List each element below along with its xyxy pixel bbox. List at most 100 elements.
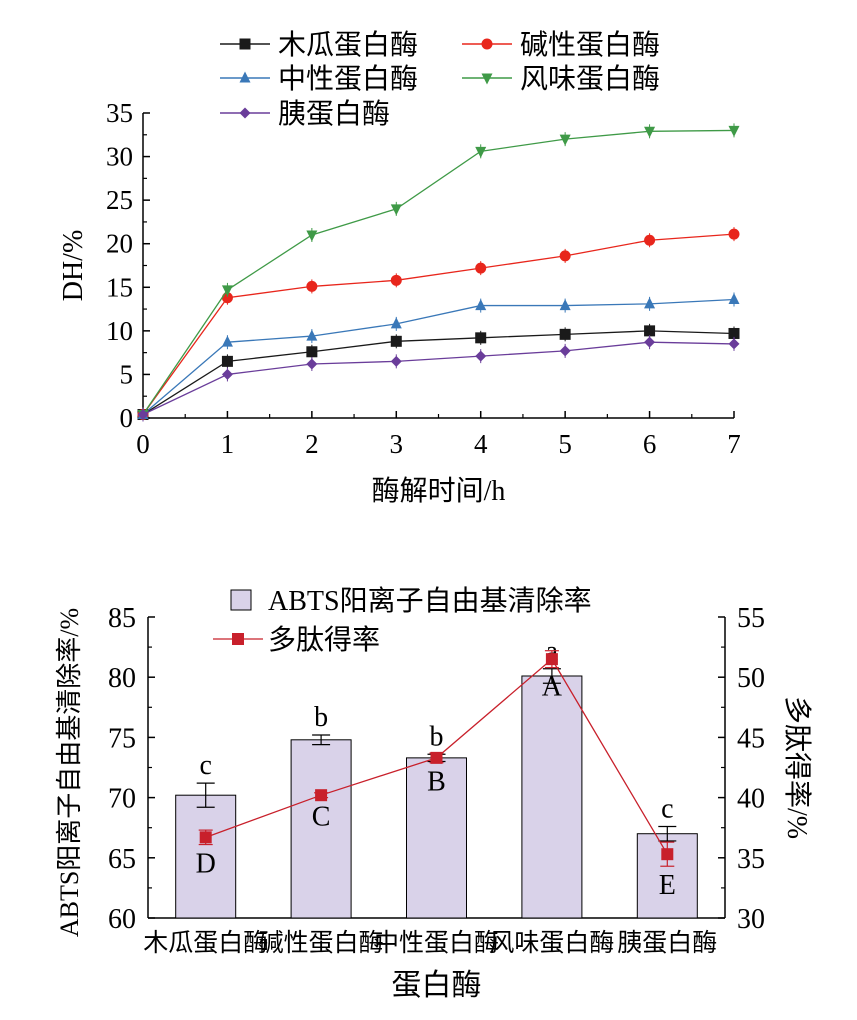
- x-tick-label: 风味蛋白酶: [489, 929, 614, 957]
- data-point: [644, 325, 656, 337]
- y2-tick-label: 45: [737, 723, 765, 754]
- data-point: [306, 329, 318, 341]
- yield-point: [430, 751, 443, 764]
- y-tick-label: 65: [108, 844, 136, 875]
- legend-item: 碱性蛋白酶: [462, 29, 660, 61]
- y-tick-label: 25: [106, 185, 133, 215]
- data-point: [306, 230, 318, 242]
- legend-item: 胰蛋白酶: [220, 98, 390, 130]
- y-tick-label: 5: [120, 359, 134, 389]
- series-line: [142, 129, 735, 415]
- legend-marker: [481, 38, 493, 50]
- yield-significance-label: C: [312, 802, 331, 833]
- legend-line-marker: [232, 633, 244, 645]
- series-line: [142, 341, 735, 416]
- x-tick-label: 碱性蛋白酶: [259, 929, 384, 957]
- x-tick-label: 0: [136, 429, 150, 459]
- legend-line-label: 多肽得率: [268, 624, 380, 656]
- x-axis-label: 蛋白酶: [392, 969, 482, 1002]
- y-tick-label: 85: [108, 603, 136, 634]
- x-tick-label: 胰蛋白酶: [617, 929, 717, 957]
- y-tick-label: 10: [106, 316, 133, 346]
- data-point: [644, 126, 656, 138]
- legend-label: 木瓜蛋白酶: [278, 29, 418, 61]
- data-point: [390, 355, 402, 367]
- series-4: [137, 335, 740, 422]
- y2-axis-label: 多肽得率/%: [781, 696, 813, 839]
- bar-significance-label: b: [314, 702, 328, 733]
- legend-bar-swatch: [230, 589, 252, 611]
- y-tick-label: 30: [106, 142, 133, 172]
- data-point: [137, 409, 149, 421]
- y-tick-label: 35: [106, 98, 133, 128]
- y-axis-label: DH/%: [58, 230, 89, 302]
- data-point: [475, 299, 487, 311]
- yield-point: [315, 789, 328, 802]
- x-tick-label: 2: [305, 429, 319, 459]
- series-0: [137, 323, 740, 422]
- data-point: [728, 292, 740, 304]
- data-point: [306, 280, 318, 292]
- x-tick-label: 6: [643, 429, 657, 459]
- yield-point: [545, 653, 558, 666]
- series-line: [142, 330, 735, 416]
- y2-tick-label: 30: [737, 904, 765, 935]
- data-point: [221, 355, 233, 367]
- data-point: [644, 336, 656, 348]
- bar: [175, 794, 237, 919]
- data-point: [475, 262, 487, 274]
- dh-line-chart: 0 1 2 3 4 5 6 7 0 5 10 15 20 25 30 35 酶解时间/h DH/% 木瓜蛋白酶 碱性蛋…: [58, 29, 741, 507]
- x-tick-label: 中性蛋白酶: [374, 929, 499, 957]
- legend-marker: [481, 73, 493, 85]
- x-tick-label: 木瓜蛋白酶: [143, 929, 268, 957]
- bar-group: b: [290, 702, 352, 919]
- y2-tick-label: 50: [737, 663, 765, 694]
- legend-label: 风味蛋白酶: [520, 63, 660, 95]
- data-point: [559, 299, 571, 311]
- y-tick-label: 60: [108, 904, 136, 935]
- yield-significance-label: B: [427, 767, 446, 798]
- x-tick-label: 4: [474, 429, 488, 459]
- legend-item: 中性蛋白酶: [220, 63, 418, 95]
- data-point: [390, 317, 402, 329]
- data-point: [559, 250, 571, 262]
- legend-marker: [239, 107, 251, 119]
- y-tick-label: 20: [106, 229, 133, 259]
- bar: [290, 739, 352, 919]
- data-point: [728, 125, 740, 137]
- x-tick-label: 7: [727, 429, 741, 459]
- yield-significance-label: D: [196, 849, 216, 880]
- yield-point: [199, 831, 212, 844]
- data-point: [306, 346, 318, 358]
- y-tick-label: 15: [106, 272, 133, 302]
- bar-significance-label: c: [199, 750, 211, 781]
- data-point: [306, 358, 318, 370]
- x-axis-label: 酶解时间/h: [372, 475, 506, 507]
- data-point: [728, 228, 740, 240]
- bar-significance-label: b: [430, 721, 444, 752]
- y-tick-label: 80: [108, 663, 136, 694]
- series-line: [142, 298, 735, 416]
- data-point: [559, 328, 571, 340]
- yield-significance-label: A: [542, 672, 563, 703]
- data-point: [390, 335, 402, 347]
- legend-item: 风味蛋白酶: [462, 63, 660, 95]
- series-line: [142, 233, 735, 415]
- data-point: [644, 297, 656, 309]
- y2-tick-label: 35: [737, 844, 765, 875]
- y-axis-label: ABTS阳离子自由基清除率/%: [55, 608, 84, 937]
- legend-label: 中性蛋白酶: [278, 63, 418, 95]
- legend-bar-label: ABTS阳离子自由基清除率: [268, 585, 592, 617]
- data-point: [221, 285, 233, 297]
- y-tick-label: 70: [108, 784, 136, 815]
- x-tick-label: 3: [390, 429, 404, 459]
- data-point: [475, 146, 487, 158]
- series-3: [137, 123, 740, 422]
- data-point: [221, 335, 233, 347]
- bar-group: b: [406, 721, 467, 919]
- data-point: [221, 368, 233, 380]
- bar-significance-label: c: [661, 793, 673, 824]
- legend-item: 木瓜蛋白酶: [220, 29, 418, 61]
- y2-tick-label: 40: [737, 784, 765, 815]
